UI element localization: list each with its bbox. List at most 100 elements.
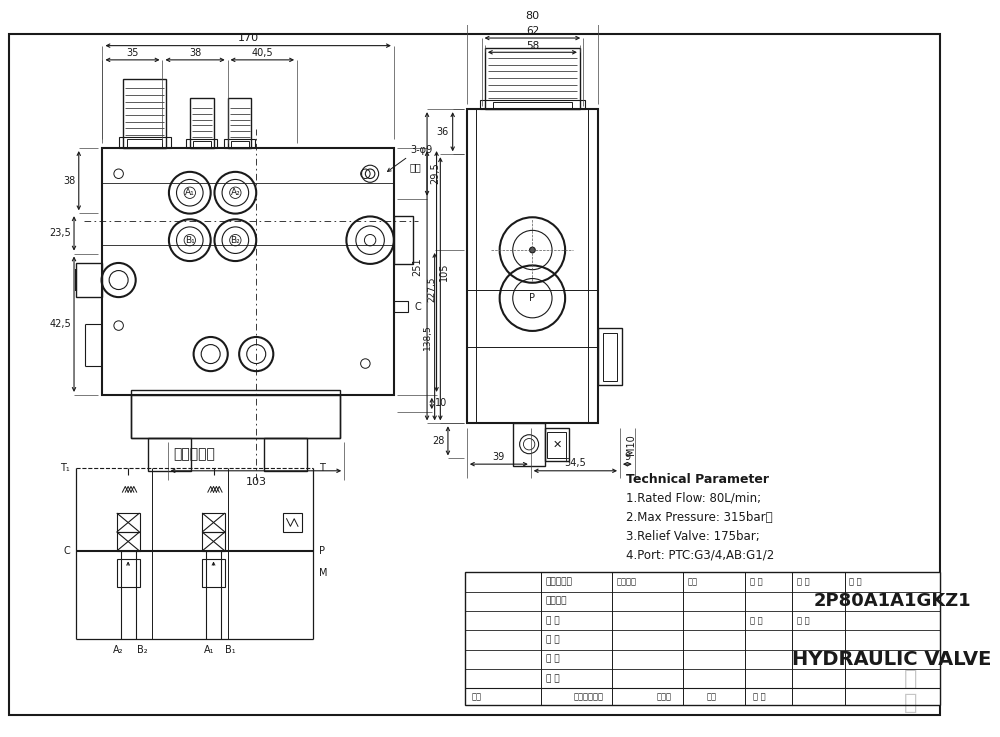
Bar <box>119 137 171 148</box>
Bar <box>202 532 225 551</box>
Text: 设 计: 设 计 <box>546 674 559 683</box>
Text: 40,5: 40,5 <box>251 48 273 58</box>
Text: 105: 105 <box>439 262 449 281</box>
Text: 39: 39 <box>493 452 505 461</box>
Text: 年 级: 年 级 <box>849 578 862 587</box>
Text: A₂: A₂ <box>230 188 240 198</box>
Text: C: C <box>63 546 70 556</box>
Text: 35: 35 <box>126 48 139 58</box>
Bar <box>547 432 566 458</box>
Text: 比 例: 比 例 <box>750 578 762 587</box>
Text: 54,5: 54,5 <box>564 458 586 468</box>
Bar <box>117 513 140 532</box>
Text: ✕: ✕ <box>553 440 562 450</box>
Text: 29,5: 29,5 <box>430 163 440 184</box>
Text: 年 级: 年 级 <box>797 578 810 587</box>
Bar <box>224 139 255 148</box>
Text: M10: M10 <box>626 434 636 455</box>
Circle shape <box>530 247 535 253</box>
Text: B₂: B₂ <box>137 645 148 655</box>
Bar <box>603 333 617 380</box>
Bar <box>264 438 307 471</box>
Text: 251: 251 <box>412 257 422 276</box>
Text: 4.Port: PTC:G3/4,AB:G1/2: 4.Port: PTC:G3/4,AB:G1/2 <box>626 548 775 562</box>
Bar <box>148 438 191 471</box>
Text: 液压原理图: 液压原理图 <box>174 447 215 461</box>
Text: A₁: A₁ <box>204 645 214 655</box>
Bar <box>283 513 302 532</box>
Text: 工艺检查: 工艺检查 <box>546 597 567 606</box>
Text: 描 图: 描 图 <box>546 635 559 644</box>
Bar <box>394 301 408 312</box>
Bar <box>394 217 413 264</box>
Text: 图样标记: 图样标记 <box>617 578 637 587</box>
Bar <box>193 141 211 148</box>
Bar <box>186 139 217 148</box>
Text: 标记: 标记 <box>471 692 481 701</box>
Bar <box>127 139 162 148</box>
Text: 80: 80 <box>525 11 539 21</box>
Text: M: M <box>319 567 327 578</box>
Bar <box>190 98 214 148</box>
Text: 10: 10 <box>435 399 447 408</box>
Text: P: P <box>529 293 535 303</box>
Text: 2.Max Pressure: 315bar，: 2.Max Pressure: 315bar， <box>626 511 773 524</box>
Text: T: T <box>319 463 325 473</box>
Text: 58: 58 <box>526 41 539 51</box>
Text: 9: 9 <box>624 452 630 461</box>
Bar <box>117 559 140 587</box>
Text: 年 级: 年 级 <box>750 616 762 625</box>
Bar <box>202 513 225 532</box>
Bar <box>76 263 102 297</box>
Bar <box>480 99 585 109</box>
Bar <box>485 47 580 109</box>
Text: A₁: A₁ <box>185 188 195 198</box>
Text: 38: 38 <box>64 175 76 186</box>
Bar <box>228 98 251 148</box>
Text: 3.Relief Valve: 175bar;: 3.Relief Valve: 175bar; <box>626 530 760 542</box>
Text: B₁: B₁ <box>225 645 236 655</box>
Bar <box>598 329 622 385</box>
Text: 227,5: 227,5 <box>428 276 437 301</box>
Text: B₂: B₂ <box>230 236 240 245</box>
Text: 138,5: 138,5 <box>423 324 432 349</box>
Bar <box>493 102 572 109</box>
Text: T₁: T₁ <box>60 463 70 473</box>
Text: 激
淡: 激 淡 <box>904 669 918 713</box>
Text: 更改内容描述: 更改内容描述 <box>573 692 603 701</box>
Bar <box>513 423 545 466</box>
Text: 42,5: 42,5 <box>49 319 71 329</box>
Bar <box>231 141 249 148</box>
Text: 3-φ9: 3-φ9 <box>410 144 432 155</box>
Bar <box>117 532 140 551</box>
Text: 章 核: 章 核 <box>753 692 766 701</box>
Text: 62: 62 <box>526 27 539 36</box>
Text: 170: 170 <box>238 33 259 43</box>
Text: 1.Rated Flow: 80L/min;: 1.Rated Flow: 80L/min; <box>626 492 761 505</box>
Text: 标准化检查: 标准化检查 <box>546 578 573 587</box>
Text: 年 级: 年 级 <box>797 616 810 625</box>
Bar <box>545 428 569 461</box>
Text: P: P <box>319 546 325 556</box>
Text: 2P80A1A1GKZ1: 2P80A1A1GKZ1 <box>813 593 971 610</box>
Bar <box>465 573 940 705</box>
Text: 重量: 重量 <box>688 578 698 587</box>
Text: 日期: 日期 <box>707 692 717 701</box>
Bar <box>131 395 340 438</box>
Text: HYDRAULIC VALVE: HYDRAULIC VALVE <box>792 650 992 668</box>
Text: A₂: A₂ <box>113 645 124 655</box>
Text: B₁: B₁ <box>185 236 195 245</box>
Bar <box>467 109 598 423</box>
Bar <box>202 559 225 587</box>
Text: 23,5: 23,5 <box>49 228 71 238</box>
Text: 校 对: 校 对 <box>546 616 559 625</box>
Text: C: C <box>415 301 421 312</box>
Text: 28: 28 <box>432 436 444 446</box>
Text: Technical Parameter: Technical Parameter <box>626 472 769 486</box>
Text: 103: 103 <box>245 477 266 487</box>
Text: 透孔: 透孔 <box>410 162 422 172</box>
Text: 制 图: 制 图 <box>546 654 559 664</box>
Text: 36: 36 <box>437 127 449 137</box>
Bar <box>131 390 340 438</box>
Bar <box>123 79 166 148</box>
